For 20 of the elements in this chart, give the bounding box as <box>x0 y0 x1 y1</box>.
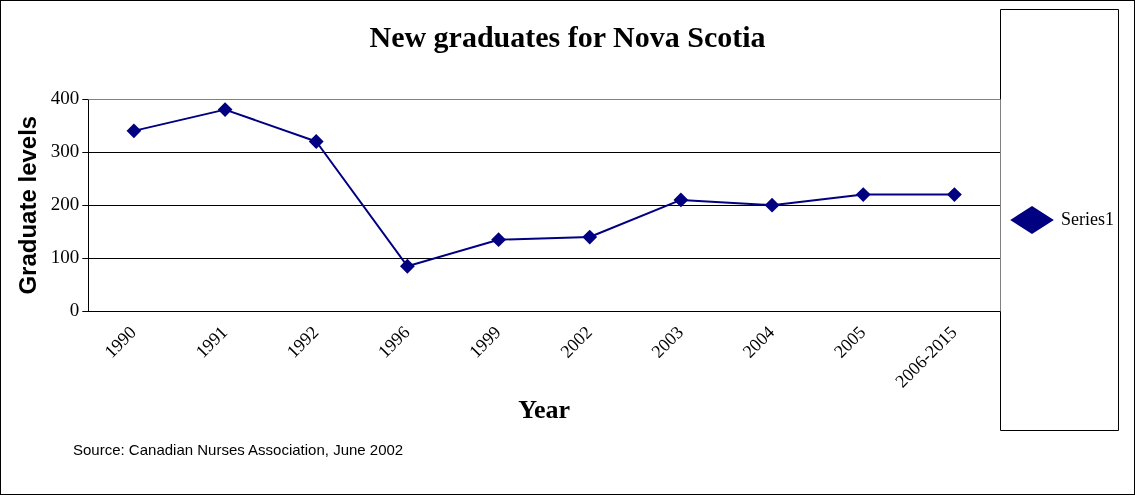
y-tick-label: 0 <box>69 299 80 321</box>
x-axis-title: Year <box>518 395 571 425</box>
point <box>126 123 141 138</box>
y-tick-label: 400 <box>50 86 80 108</box>
point <box>765 198 780 213</box>
point <box>309 134 324 149</box>
point <box>400 259 415 274</box>
point <box>947 187 962 202</box>
y-tick-label: 100 <box>50 246 80 268</box>
legend-label: Series1 <box>1061 208 1115 229</box>
y-tick-label: 300 <box>50 140 80 162</box>
chart-title: New graduates for Nova Scotia <box>369 19 766 53</box>
y-tick-label: 200 <box>50 193 80 215</box>
y-axis-title: Graduate levels <box>14 115 42 295</box>
point <box>582 230 597 245</box>
source-note: Source: Canadian Nurses Association, June 2002 <box>73 441 404 458</box>
point <box>673 192 688 207</box>
point <box>856 187 871 202</box>
point <box>491 232 506 247</box>
point <box>218 102 233 117</box>
